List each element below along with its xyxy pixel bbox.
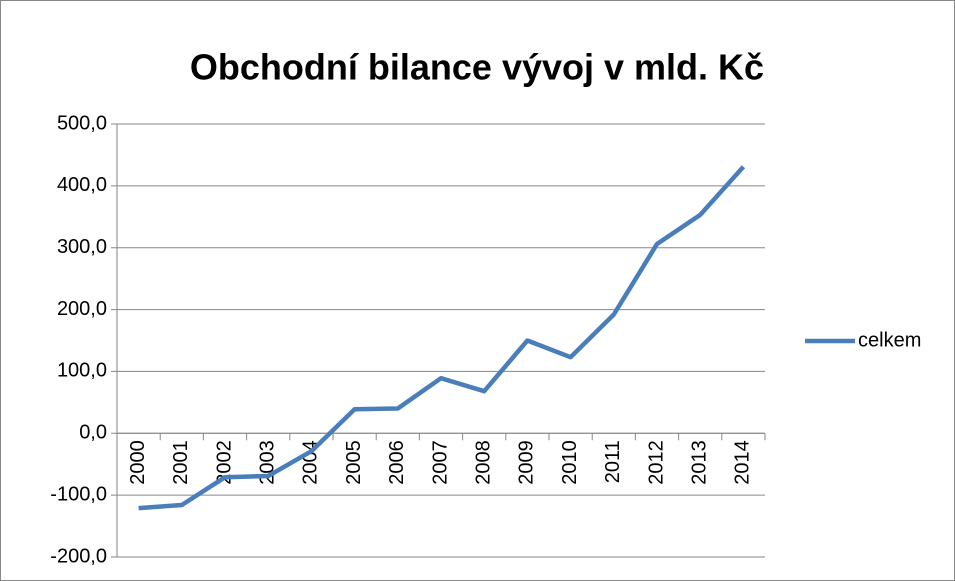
y-tick-label: 100,0: [57, 360, 107, 382]
x-tick-label: 2005: [343, 440, 365, 485]
x-tick-label: 2009: [516, 440, 538, 485]
y-tick-label: 400,0: [57, 174, 107, 196]
x-tick-label: 2014: [732, 440, 754, 485]
x-tick-label: 2012: [645, 440, 667, 485]
y-tick-label: -100,0: [50, 483, 107, 505]
x-tick-label: 2001: [170, 440, 192, 485]
y-tick-label: 0,0: [79, 422, 107, 444]
x-tick-label: 2008: [472, 440, 494, 485]
y-tick-label: 200,0: [57, 298, 107, 320]
legend-label: celkem: [858, 329, 921, 351]
x-tick-label: 2002: [213, 440, 235, 485]
x-tick-label: 2000: [127, 440, 149, 485]
y-tick-label: -200,0: [50, 545, 107, 567]
x-tick-label: 2006: [386, 440, 408, 485]
x-tick-label: 2011: [602, 440, 624, 483]
series-line: [138, 165, 746, 511]
x-tick-label: 2004: [300, 440, 322, 485]
x-tick-label: 2010: [559, 440, 581, 485]
x-tick-label: 2007: [429, 440, 451, 485]
y-tick-label: 300,0: [57, 236, 107, 258]
chart-title: Obchodní bilance vývoj v mld. Kč: [190, 47, 764, 88]
y-tick-label: 500,0: [57, 112, 107, 134]
x-tick-label: 2013: [688, 440, 710, 485]
